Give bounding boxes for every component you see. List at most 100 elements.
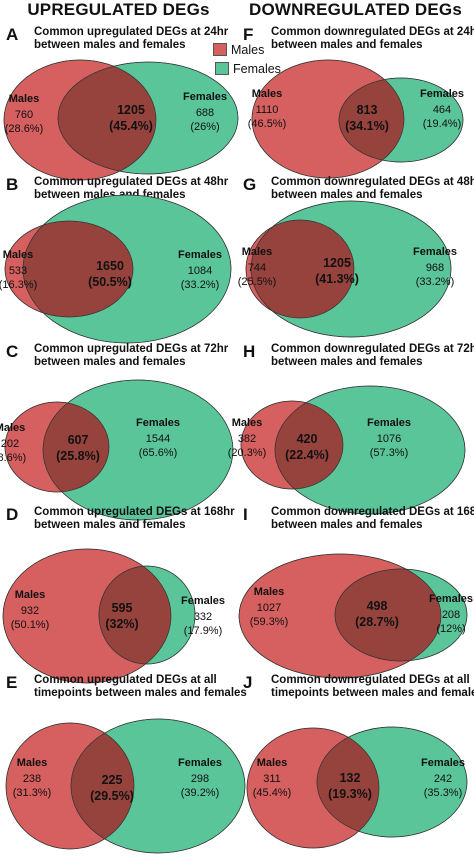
males-label: Males — [257, 757, 288, 769]
males-outline — [240, 400, 344, 490]
males-outline — [4, 220, 134, 318]
females-count: 208 — [442, 609, 460, 621]
downregulated-header: DOWNREGULATED DEGs — [249, 0, 462, 19]
males-count: 382 — [238, 433, 256, 445]
shared-percent: (19.3%) — [328, 787, 372, 801]
panel-title-line-1: Common downregulated DEGs at 72hr — [271, 343, 474, 355]
shared-count: 1205 — [323, 256, 351, 270]
shared-percent: (50.5%) — [88, 275, 132, 289]
shared-count: 1205 — [117, 103, 145, 117]
venn-panel-f: F Common downregulated DEGs at 24hr betwee… — [237, 25, 474, 186]
venn-panel-i: I Common downregulated DEGs at 168hr betwe… — [237, 505, 474, 679]
panel-title-line-1: Common downregulated DEGs at 168hr — [271, 506, 474, 518]
males-label: Males — [252, 88, 283, 100]
panel-title-line-2: between males and females — [271, 189, 423, 201]
panel-letter: C — [6, 342, 19, 361]
panel-title-line-2: between males and females — [271, 519, 423, 531]
females-count: 242 — [434, 773, 452, 785]
shared-percent: (45.4%) — [109, 119, 153, 133]
panel-title: Common upregulated DEGs at 24hr between m… — [34, 26, 228, 52]
shared-percent: (32%) — [105, 617, 138, 631]
shared-percent: (41.3%) — [315, 272, 359, 286]
panel-title-line-2: between males and females — [34, 356, 186, 368]
venn-panel-g: G Common downregulated DEGs at 48hr betwee… — [237, 175, 474, 338]
males-percent: (46.5%) — [248, 118, 287, 130]
legend-label-males: Males — [231, 42, 265, 57]
shared-count: 225 — [102, 773, 123, 787]
males-label: Males — [3, 249, 34, 261]
females-percent: (19.4%) — [423, 118, 462, 130]
shared-count: 1650 — [96, 259, 124, 273]
males-percent: (45.4%) — [253, 787, 292, 799]
females-swatch — [215, 62, 229, 75]
upregulated-header: UPREGULATED DEGs — [27, 0, 210, 19]
panel-title-line-2: between males and females — [271, 39, 423, 51]
panel-title: Common upregulated DEGs at all timepoints… — [34, 674, 247, 700]
males-count: 932 — [21, 605, 39, 617]
males-count: 760 — [15, 109, 33, 121]
males-outline — [251, 59, 405, 179]
males-outline — [2, 548, 172, 684]
panel-title-line-2: timepoints between males and females — [34, 687, 247, 699]
panel-title-line-1: Common downregulated DEGs at 24hr — [271, 26, 474, 38]
females-outline — [42, 379, 234, 521]
panel-title-line-1: Common upregulated DEGs at 72hr — [34, 343, 229, 355]
panel-title: Common downregulated DEGs at 72hr between… — [271, 343, 474, 369]
females-count: 1084 — [188, 265, 212, 277]
venn-panel-a: A Common upregulated DEGs at 24hr between … — [0, 25, 239, 186]
venn-diagram: Males 238 (31.3%) Females 298 (39.2%) 225 (29.5… — [5, 718, 246, 854]
females-label: Females — [429, 593, 473, 605]
males-label: Males — [0, 422, 25, 434]
venn-diagram: Males 382 (20.3%) Females 1076 (57.3%) 420 (22.… — [228, 385, 466, 515]
venn-diagram: Males 533 (16.3%) Females 1084 (33.2%) 1650 (50… — [0, 194, 232, 344]
shared-count: 420 — [297, 432, 318, 446]
shared-percent: (34.1%) — [345, 119, 389, 133]
males-label: Males — [242, 246, 273, 258]
shared-percent: (29.5%) — [90, 789, 134, 803]
females-percent: (26%) — [190, 121, 219, 133]
females-percent: (65.6%) — [139, 447, 178, 459]
females-count: 1544 — [146, 433, 170, 445]
females-label: Females — [367, 417, 411, 429]
females-label: Females — [181, 595, 225, 607]
overlap-region — [339, 78, 404, 162]
females-percent: (33.2%) — [181, 279, 220, 291]
panel-title: Common upregulated DEGs at 168hr between … — [34, 506, 235, 532]
shared-percent: (22.4%) — [285, 448, 329, 462]
males-percent: (20.3%) — [228, 447, 267, 459]
males-count: 1110 — [256, 104, 279, 116]
venn-diagram: Males 1027 (59.3%) Females 208 (12%) 498 (28.7%… — [238, 553, 473, 679]
males-percent: (28.6%) — [5, 123, 44, 135]
legend: Males Females — [213, 40, 281, 78]
panel-title: Common downregulated DEGs at 48hr between… — [271, 176, 474, 202]
males-percent: (59.3%) — [250, 616, 289, 628]
females-label: Females — [178, 757, 222, 769]
shared-count: 498 — [367, 599, 388, 613]
males-label: Males — [9, 93, 40, 105]
females-count: 688 — [196, 107, 214, 119]
males-count: 533 — [9, 265, 27, 277]
panel-letter: I — [243, 505, 248, 524]
panel-title-line-2: between males and females — [271, 356, 423, 368]
females-count: 968 — [426, 262, 444, 274]
females-percent: (39.2%) — [181, 787, 220, 799]
panel-title-line-2: timepoints between males and females — [271, 687, 474, 699]
females-outline — [334, 568, 468, 662]
females-percent: (17.9%) — [184, 625, 223, 637]
females-outline — [57, 61, 239, 175]
females-label: Females — [413, 246, 457, 258]
panel-letter: G — [243, 175, 257, 194]
females-outline — [250, 200, 452, 338]
panel-title-line-1: Common downregulated DEGs at 48hr — [271, 176, 474, 188]
panel-letter: A — [6, 25, 19, 44]
shared-count: 607 — [68, 433, 89, 447]
females-percent: (12%) — [436, 623, 465, 635]
males-outline — [3, 59, 157, 181]
venn-diagram: Males 744 (25.5%) Females 968 (33.2%) 1205 (41.… — [238, 200, 457, 338]
males-label: Males — [17, 757, 48, 769]
venn-panel-d: D Common upregulated DEGs at 168hr between… — [0, 505, 237, 684]
males-outline — [238, 553, 442, 679]
venn-diagram: Males 202 (8.6%) Females 1544 (65.6%) 607 (25.8… — [0, 379, 234, 521]
legend-item-males: Males — [213, 40, 281, 59]
shared-percent: (28.7%) — [355, 615, 399, 629]
